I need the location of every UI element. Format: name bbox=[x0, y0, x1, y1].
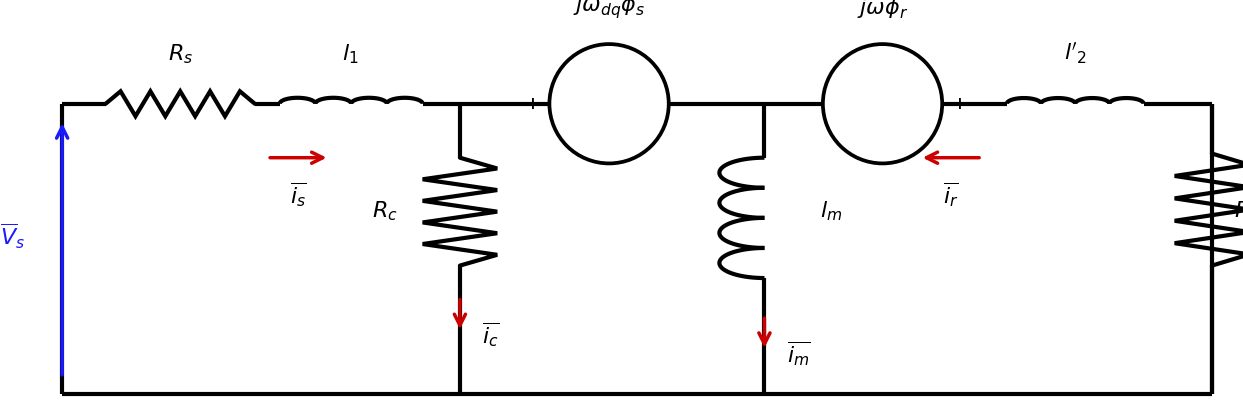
Text: $l'_2$: $l'_2$ bbox=[1064, 42, 1086, 66]
Text: $j\omega\overline{\phi}_r$: $j\omega\overline{\phi}_r$ bbox=[856, 0, 909, 21]
Text: $\overline{i_s}$: $\overline{i_s}$ bbox=[290, 181, 307, 210]
Text: $\overline{i_r}$: $\overline{i_r}$ bbox=[943, 181, 958, 210]
Text: $j\omega_{dq}\overline{\phi}_s$: $j\omega_{dq}\overline{\phi}_s$ bbox=[573, 0, 645, 21]
Text: $R_s$: $R_s$ bbox=[168, 43, 193, 66]
Ellipse shape bbox=[823, 44, 942, 164]
Text: $l_m$: $l_m$ bbox=[820, 200, 843, 223]
Text: +: + bbox=[526, 95, 539, 113]
Text: −: − bbox=[799, 95, 813, 113]
Text: +: + bbox=[952, 95, 966, 113]
Text: $\overline{V}_s$: $\overline{V}_s$ bbox=[0, 222, 25, 251]
Text: $R_c$: $R_c$ bbox=[372, 200, 398, 223]
Text: $R_r$: $R_r$ bbox=[1234, 200, 1243, 223]
Ellipse shape bbox=[549, 44, 669, 164]
Text: $l_1$: $l_1$ bbox=[342, 43, 359, 66]
Text: −: − bbox=[679, 95, 692, 113]
Text: $\overline{i_m}$: $\overline{i_m}$ bbox=[787, 339, 810, 368]
Text: $\overline{i_c}$: $\overline{i_c}$ bbox=[482, 320, 500, 349]
